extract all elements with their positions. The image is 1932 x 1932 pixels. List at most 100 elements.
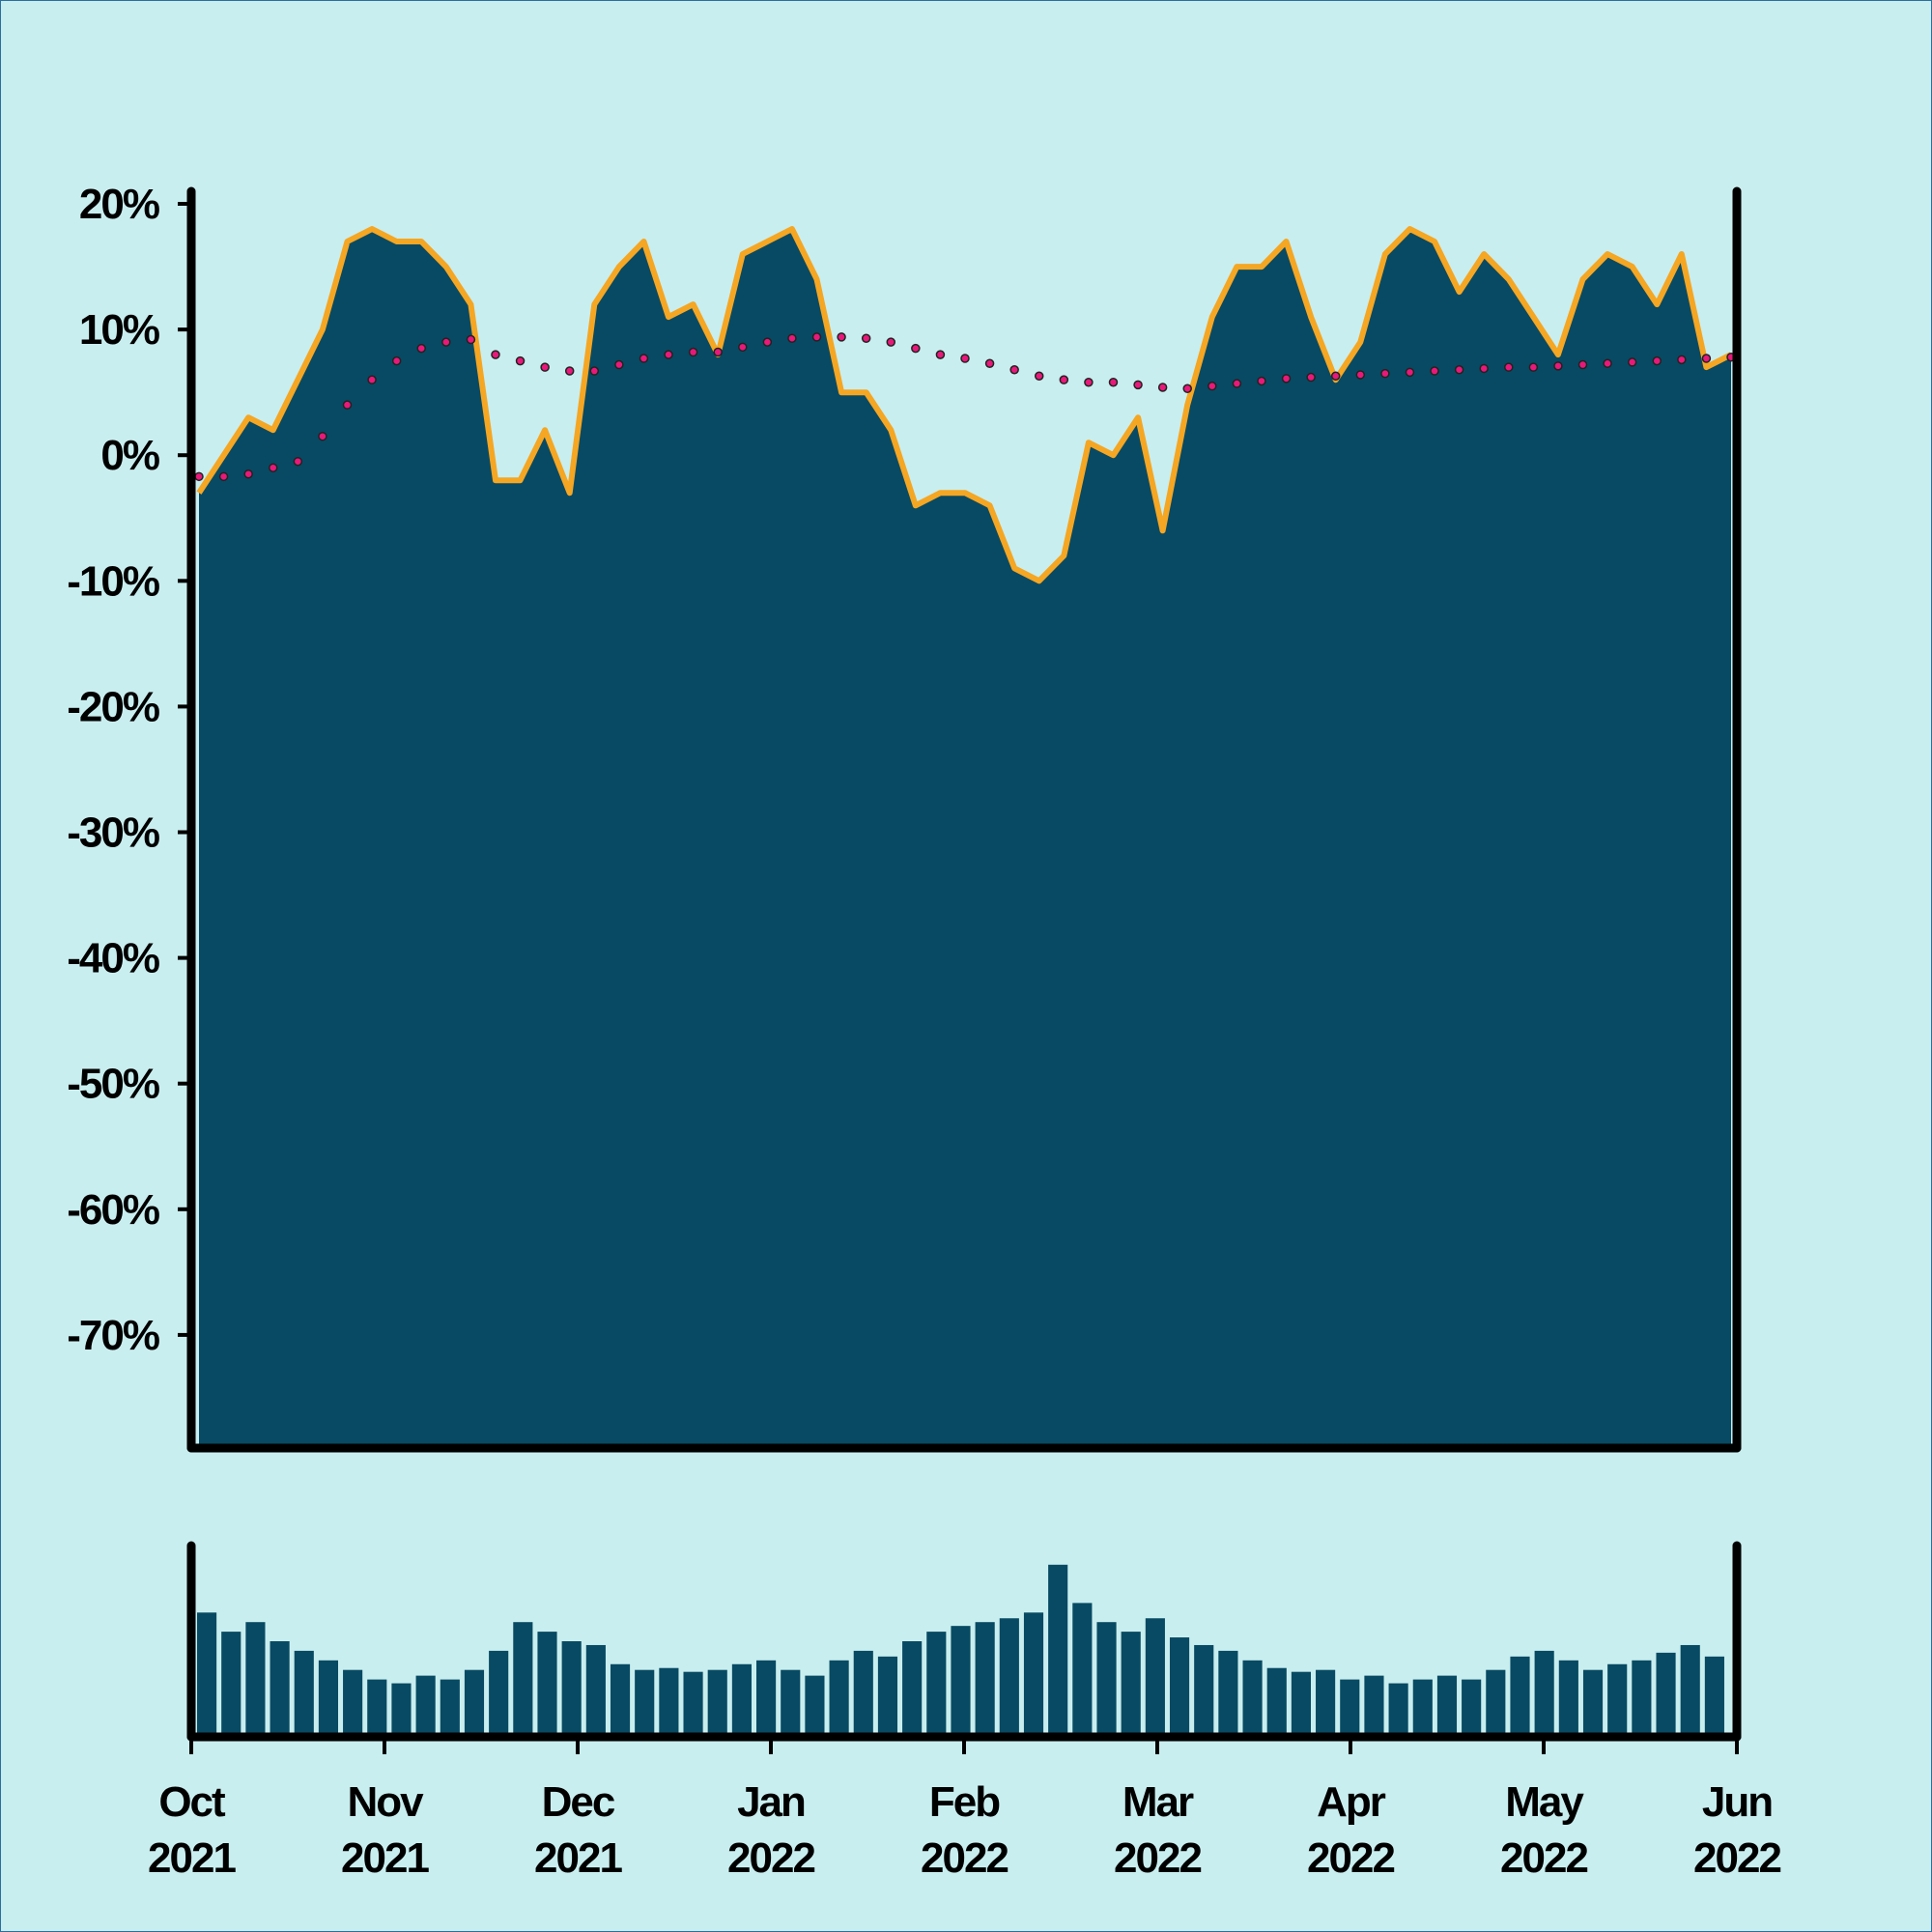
volume-bar — [1340, 1679, 1360, 1737]
volume-bar — [926, 1632, 947, 1737]
average-dot — [1454, 364, 1464, 375]
price-panel: 20% 10% 0% -10% -20% -30% -40% -50% -60% -70% — [67, 181, 1742, 1453]
average-dot — [515, 355, 526, 366]
average-dot — [1430, 366, 1439, 376]
average-dot — [293, 456, 303, 467]
volume-bar — [1412, 1679, 1433, 1737]
volume-bar — [221, 1632, 242, 1737]
volume-bar — [343, 1669, 363, 1737]
volume-bar — [635, 1669, 655, 1737]
volume-bar — [1169, 1637, 1190, 1737]
volume-bar — [1436, 1675, 1458, 1737]
average-dot — [738, 342, 748, 353]
average-dot — [466, 334, 476, 345]
volume-bar — [756, 1660, 777, 1737]
volume-bar — [197, 1612, 217, 1737]
x-tick-year: 2022 — [921, 1834, 1008, 1882]
average-dot — [1009, 364, 1019, 375]
average-dot — [837, 332, 846, 342]
average-dot — [614, 359, 624, 370]
x-tick-month: Feb — [929, 1778, 1000, 1826]
average-dot — [1232, 379, 1242, 388]
x-tick-month: May — [1505, 1778, 1584, 1826]
average-dot — [935, 350, 946, 359]
x-tick-year: 2022 — [1693, 1834, 1780, 1882]
volume-bar — [853, 1650, 873, 1737]
x-tick-month: Nov — [347, 1778, 424, 1826]
volume-bar — [1023, 1612, 1044, 1737]
volume-bar — [1072, 1603, 1093, 1737]
average-dot — [564, 366, 575, 376]
average-dot — [1405, 367, 1415, 378]
volume-bar — [367, 1679, 387, 1737]
volume-bar — [1048, 1564, 1068, 1737]
volume-bar — [1558, 1660, 1578, 1737]
average-dot — [318, 431, 327, 441]
volume-bar — [1364, 1675, 1384, 1737]
average-dot — [984, 358, 995, 368]
volume-bar — [1388, 1683, 1408, 1737]
volume-bar — [245, 1622, 266, 1737]
volume-bar — [975, 1622, 995, 1737]
average-dot — [886, 337, 896, 347]
volume-bar — [707, 1669, 727, 1737]
average-dot — [1479, 363, 1489, 374]
average-dot — [1504, 362, 1514, 372]
average-dot — [1133, 380, 1143, 390]
average-dot — [1577, 359, 1588, 370]
volume-bar — [294, 1650, 314, 1737]
average-dot — [1306, 372, 1316, 383]
volume-bar — [731, 1663, 752, 1737]
volume-bar — [1218, 1650, 1238, 1737]
average-dot — [491, 350, 500, 359]
y-tick-label: -40% — [67, 935, 159, 982]
average-dot — [342, 400, 353, 410]
x-tick-label: Oct 2021 — [148, 1778, 236, 1882]
volume-bar — [1242, 1660, 1263, 1737]
x-tick-month: Jan — [737, 1778, 805, 1826]
average-dot — [1208, 381, 1217, 391]
volume-bar — [1582, 1669, 1604, 1737]
average-dot — [787, 333, 797, 343]
x-tick-month: Oct — [158, 1778, 226, 1826]
volume-bar — [1656, 1652, 1676, 1737]
volume-bar — [683, 1671, 703, 1737]
volume-bar — [1266, 1667, 1287, 1737]
volume-bar — [951, 1626, 971, 1737]
x-tick-month: Dec — [542, 1778, 615, 1826]
y-tick-label: 20% — [79, 181, 159, 228]
x-tick-year: 2021 — [341, 1834, 429, 1882]
volume-bar — [805, 1675, 825, 1737]
volume-bar — [1632, 1660, 1652, 1737]
x-tick-label: May 2022 — [1500, 1778, 1587, 1882]
volume-bar — [610, 1663, 631, 1737]
volume-bar — [1486, 1669, 1506, 1737]
volume-bar — [1534, 1650, 1554, 1737]
x-tick-year: 2022 — [1114, 1834, 1201, 1882]
y-tick-label: -10% — [67, 557, 159, 605]
x-tick-label: Nov 2021 — [341, 1778, 429, 1882]
average-dot — [1528, 362, 1539, 372]
volume-bar — [902, 1641, 923, 1737]
average-dot — [1380, 368, 1390, 379]
volume-bar — [829, 1660, 849, 1737]
average-dot — [1652, 355, 1662, 366]
average-dot — [1182, 384, 1192, 394]
volume-bar — [1704, 1656, 1724, 1737]
x-tick-label: Dec 2021 — [534, 1778, 622, 1882]
x-tick-label: Jun 2022 — [1693, 1778, 1780, 1882]
volume-panel: Oct 2021 Nov 2021 Dec 2021 Jan 2022 Feb 2022 Mar 20… — [148, 1541, 1782, 1882]
average-dot — [1627, 357, 1637, 367]
volume-bar — [1607, 1663, 1628, 1737]
average-dot — [194, 471, 204, 482]
x-tick-label: Jan 2022 — [727, 1778, 814, 1882]
average-dot — [589, 366, 600, 376]
y-tick-label: -60% — [67, 1186, 159, 1234]
volume-bar — [537, 1632, 557, 1737]
area-edge — [196, 226, 1733, 584]
volume-bar — [513, 1622, 533, 1737]
average-dot — [540, 362, 550, 372]
x-tick-label: Apr 2022 — [1307, 1778, 1394, 1882]
volume-bar — [781, 1669, 801, 1737]
